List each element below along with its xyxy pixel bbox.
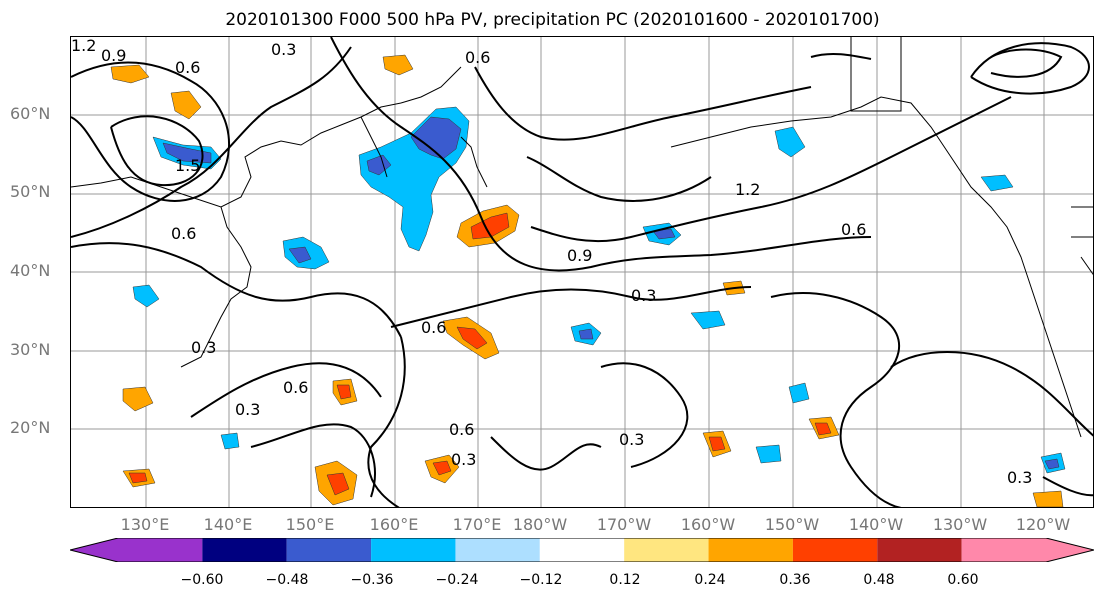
- colorbar-segment: [708, 538, 793, 562]
- pv-contours: [71, 37, 1093, 507]
- colorbar-segment: [371, 538, 456, 562]
- colorbar: [70, 538, 1094, 562]
- colorbar-extension-min: [70, 538, 203, 562]
- colorbar-tick: −0.24: [435, 572, 479, 588]
- colorbar-tick: 0.36: [779, 572, 811, 588]
- contour-label: 0.6: [449, 420, 474, 439]
- colorbar-segment: [877, 538, 962, 562]
- contour-label: 0.3: [451, 450, 476, 469]
- contour-label: 0.3: [1007, 468, 1032, 487]
- colorbar-segment: [286, 538, 372, 562]
- contour-label: 0.3: [191, 338, 216, 357]
- contour-label: 1.2: [71, 37, 96, 55]
- lon-label-160w: 160°W: [680, 515, 736, 534]
- contour-label: 0.6: [841, 220, 866, 239]
- colorbar-segment: [539, 538, 625, 562]
- lat-label-30n: 30°N: [10, 340, 51, 359]
- colorbar-segment: [455, 538, 540, 562]
- map-canvas: 0.3 0.6 0.6 0.9 1.2 1.5 0.6 0.9 0.3 0.6 …: [71, 37, 1093, 507]
- contour-label: 0.6: [421, 318, 446, 337]
- contour-label: 1.5: [175, 156, 200, 175]
- lat-label-60n: 60°N: [10, 104, 51, 123]
- contour-label: 1.2: [735, 180, 760, 199]
- contour-label: 0.6: [171, 224, 196, 243]
- lat-label-20n: 20°N: [10, 418, 51, 437]
- colorbar-segment: [792, 538, 878, 562]
- lon-label-120w: 120°W: [1015, 515, 1071, 534]
- lon-label-130w: 130°W: [932, 515, 988, 534]
- lon-label-130e: 130°E: [120, 515, 170, 534]
- precip-area-strong-negative: [410, 116, 462, 160]
- coastlines: [71, 37, 1093, 438]
- contour-label: 0.3: [235, 400, 260, 419]
- contour-label: 0.9: [567, 246, 592, 265]
- lon-label-170w: 170°W: [596, 515, 652, 534]
- contour-label: 0.6: [465, 48, 490, 67]
- precip-shading: [110, 54, 1066, 507]
- lat-label-50n: 50°N: [10, 182, 51, 201]
- lon-label-170e: 170°E: [452, 515, 502, 534]
- contour-label: 0.6: [175, 58, 200, 77]
- colorbar-tick: −0.48: [265, 572, 309, 588]
- colorbar-tick: 0.48: [863, 572, 895, 588]
- lon-label-140e: 140°E: [203, 515, 253, 534]
- map-panel: 0.3 0.6 0.6 0.9 1.2 1.5 0.6 0.9 0.3 0.6 …: [70, 36, 1094, 508]
- contour-labels: 0.3 0.6 0.6 0.9 1.2 1.5 0.6 0.9 0.3 0.6 …: [71, 37, 1032, 487]
- lon-label-160e: 160°E: [369, 515, 419, 534]
- colorbar-segment: [624, 538, 709, 562]
- lon-label-150w: 150°W: [764, 515, 820, 534]
- colorbar-tick: 0.12: [609, 572, 641, 588]
- contour-label: 0.3: [619, 430, 644, 449]
- colorbar-segments: [70, 538, 1094, 562]
- contour-label: 0.9: [101, 46, 126, 65]
- contour-label: 0.3: [631, 286, 656, 305]
- contour-label: 0.3: [271, 40, 296, 59]
- lon-label-150e: 150°E: [285, 515, 335, 534]
- lat-label-40n: 40°N: [10, 261, 51, 280]
- lon-label-180w: 180°W: [512, 515, 568, 534]
- colorbar-tick: −0.60: [180, 572, 224, 588]
- colorbar-tick: −0.12: [519, 572, 563, 588]
- colorbar-tick: 0.60: [947, 572, 979, 588]
- colorbar-segment: [202, 538, 287, 562]
- map-title: 2020101300 F000 500 hPa PV, precipitatio…: [225, 10, 880, 30]
- colorbar-tick: 0.24: [694, 572, 726, 588]
- contour-label: 0.6: [283, 378, 308, 397]
- lon-label-140w: 140°W: [848, 515, 904, 534]
- colorbar-tick: −0.36: [350, 572, 394, 588]
- colorbar-extension-max: [961, 538, 1094, 562]
